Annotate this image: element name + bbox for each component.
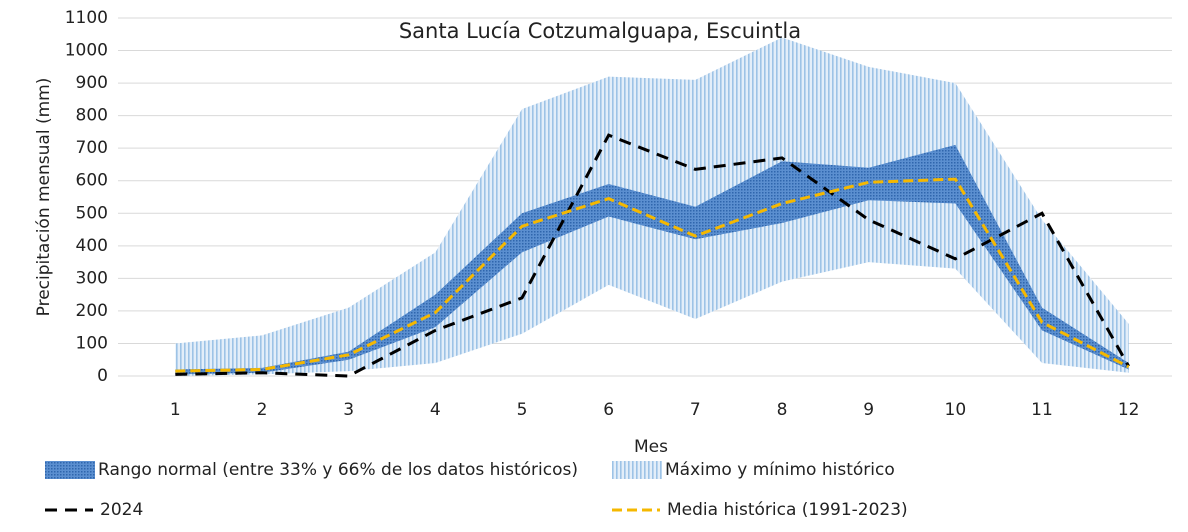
x-tick-label: 4 [430, 400, 441, 420]
y-tick-label: 400 [76, 236, 108, 256]
x-tick-label: 3 [343, 400, 354, 420]
y-tick-label: 0 [97, 366, 108, 386]
x-tick-label: 11 [1031, 400, 1053, 420]
legend-label: Media histórica (1991-2023) [667, 500, 908, 520]
y-tick-label: 600 [76, 171, 108, 191]
y-tick-label: 900 [76, 73, 108, 93]
y-tick-label: 500 [76, 203, 108, 223]
y-tick-label: 800 [76, 106, 108, 126]
y-tick-label: 300 [76, 268, 108, 288]
legend-label: Máximo y mínimo histórico [665, 460, 895, 480]
x-tick-label: 6 [603, 400, 614, 420]
x-tick-label: 7 [690, 400, 701, 420]
x-tick-label: 5 [517, 400, 528, 420]
range-band [175, 144, 1129, 375]
x-tick-label: 1 [170, 400, 181, 420]
y-tick-label: 100 [76, 333, 108, 353]
x-tick-label: 12 [1118, 400, 1140, 420]
y-axis-label: Precipitación mensual (mm) [34, 78, 54, 317]
x-tick-label: 2 [257, 400, 268, 420]
x-axis-label: Mes [634, 437, 668, 457]
series-line [175, 177, 1130, 373]
chart-title: Santa Lucía Cotzumalguapa, Escuintla [399, 19, 801, 43]
y-tick-label: 1000 [65, 41, 108, 61]
legend-swatch [612, 461, 662, 479]
x-tick-label: 8 [777, 400, 788, 420]
legend-label: Rango normal (entre 33% y 66% de los dat… [98, 460, 578, 480]
x-tick-label: 10 [945, 400, 967, 420]
y-tick-label: 700 [76, 138, 108, 158]
series-line [175, 133, 1130, 378]
legend-label: 2024 [100, 500, 143, 520]
y-tick-label: 200 [76, 301, 108, 321]
legend-swatch [45, 461, 95, 479]
y-tick-label: 1100 [65, 8, 108, 28]
x-tick-label: 9 [863, 400, 874, 420]
